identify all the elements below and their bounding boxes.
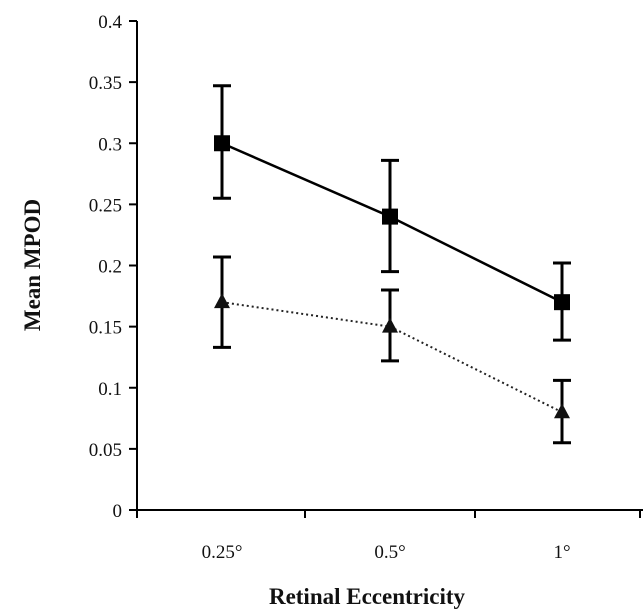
data-point	[214, 293, 230, 309]
y-tick-label: 0.4	[98, 12, 122, 33]
data-point	[554, 294, 570, 311]
x-axis-title: Retinal Eccentricity	[269, 584, 466, 609]
y-tick-label: 0.2	[98, 257, 122, 278]
y-tick-label: 0.15	[89, 318, 122, 339]
y-tick-label: 0.05	[89, 440, 122, 461]
data-point	[554, 403, 570, 419]
y-tick-label: 0	[113, 501, 123, 522]
y-tick-label: 0.25	[89, 195, 122, 216]
data-point	[382, 208, 398, 225]
x-tick-label: 0.25°	[202, 542, 243, 563]
y-tick-label: 0.35	[89, 73, 122, 94]
x-tick-label: 0.5°	[374, 542, 405, 563]
y-axis-title: Mean MPOD	[20, 199, 45, 331]
y-tick-label: 0.3	[98, 134, 122, 155]
data-point	[382, 317, 398, 333]
series-line	[221, 301, 563, 414]
series-2	[213, 255, 571, 445]
x-tick-label: 1°	[553, 542, 570, 563]
x-ticks: 0.25° 0.5° 1°	[136, 510, 641, 563]
y-ticks: 0 0.05 0.1 0.15 0.2 0.25 0.3 0.35 0.4	[89, 12, 137, 522]
data-point	[214, 135, 230, 152]
y-tick-label: 0.1	[98, 379, 122, 400]
series-layer	[213, 84, 571, 445]
series-1	[213, 84, 571, 342]
